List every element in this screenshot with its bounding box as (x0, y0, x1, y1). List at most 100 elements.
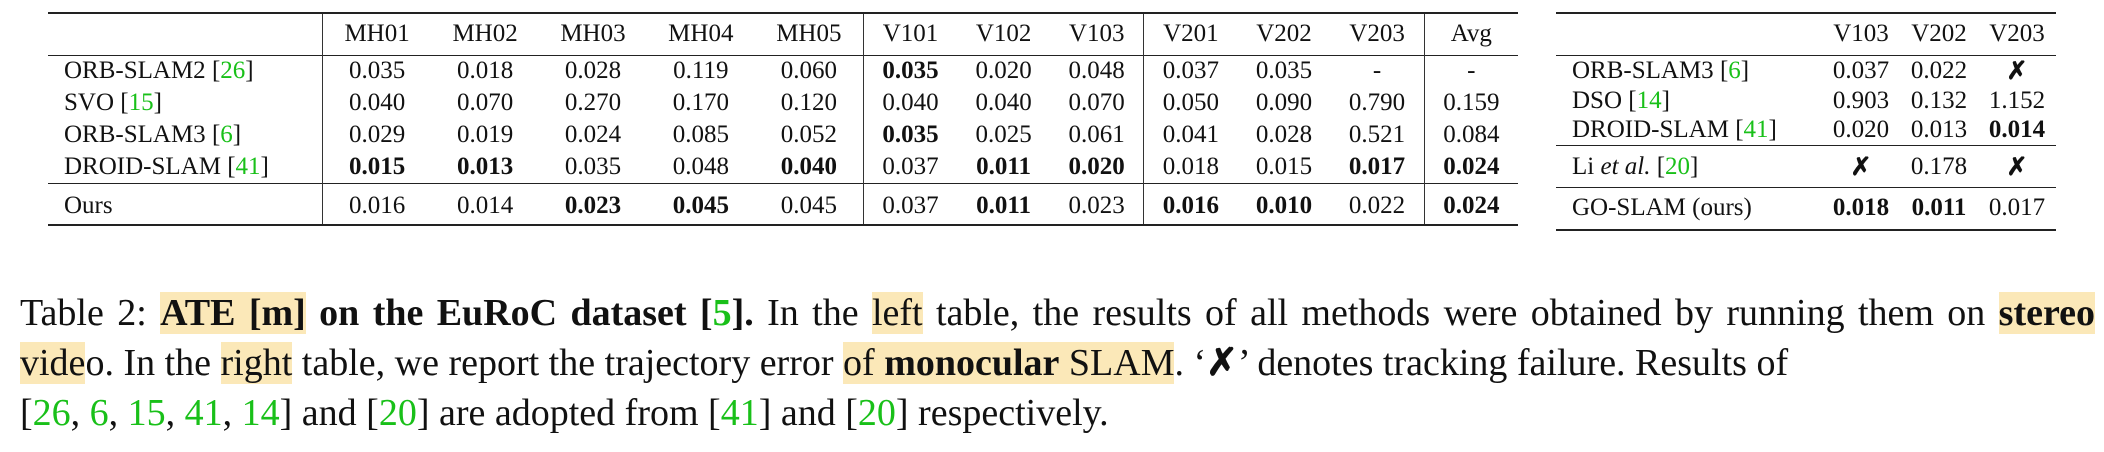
ate-value-cell: 0.017 (1348, 152, 1406, 180)
ate-value-cell: 0.020 (975, 57, 1032, 85)
caption-highlight-right: right (220, 342, 293, 384)
ate-value-cell: 0.790 (1348, 89, 1406, 116)
right-row: GO-SLAM (ours) 0.018 0.011 0.017 (1556, 187, 2056, 230)
method-cell: SVO [15] (48, 87, 323, 119)
method-cell: Li et al. [20] (1556, 146, 1822, 188)
left-row-orb-slam3: ORB-SLAM3 [6] 0.029 0.019 0.024 0.085 0.052 0.… (48, 119, 1518, 151)
caption-citation-26[interactable]: 26 (32, 392, 71, 434)
left-row-ours: Ours 0.016 0.014 0.023 0.045 0.045 0.037 0.011 0… (48, 183, 1518, 225)
ate-value-cell: 0.018 (1143, 151, 1238, 183)
caption-citation-5[interactable]: 5 (712, 292, 732, 334)
method-name: SVO (64, 89, 115, 116)
ate-value-cell: 0.035 (322, 55, 432, 87)
method-name: DROID-SLAM (1572, 116, 1729, 144)
method-cell: ORB-SLAM3 [6] (1556, 55, 1822, 86)
left-row-orb-slam2: ORB-SLAM2 [26] 0.035 0.018 0.028 0.119 0.060 0… (48, 55, 1518, 87)
ate-value-cell: 0.090 (1255, 89, 1313, 116)
citation-bracket: ] (1661, 86, 1670, 114)
ate-value-cell: 0.020 (1832, 116, 1890, 144)
left-header-v202: V202 (1256, 20, 1312, 48)
method-citation[interactable]: 41 (1743, 116, 1769, 144)
caption-comma: , (70, 392, 90, 434)
ate-value-cell: - (1372, 57, 1382, 85)
left-header-mh01: MH01 (322, 13, 432, 55)
left-results-table: MH01 MH02 MH03 MH04 MH05 V101 V102 V103 … (48, 12, 1518, 226)
caption-highlight-of: of (843, 342, 885, 384)
method-citation[interactable]: 6 (220, 121, 233, 148)
method-citation[interactable]: 26 (220, 57, 246, 85)
ate-value-cell: 0.037 (1143, 55, 1238, 87)
caption-comma: , (222, 392, 242, 434)
method-citation[interactable]: 6 (1728, 56, 1741, 84)
ate-value-cell: 0.045 (672, 191, 729, 219)
citation-bracket: ] (232, 121, 242, 148)
ate-value-cell: 0.011 (1911, 194, 1967, 222)
method-citation[interactable]: 20 (1665, 152, 1691, 180)
citation-bracket: [ (205, 121, 221, 148)
ate-value-cell: 0.048 (672, 152, 729, 180)
method-citation[interactable]: 15 (128, 89, 154, 116)
ate-value-cell: 0.028 (1255, 121, 1313, 148)
ate-value-cell: 0.015 (1255, 152, 1313, 180)
method-citation[interactable]: 41 (235, 152, 261, 180)
method-citation[interactable]: 14 (1636, 86, 1662, 114)
ate-value-cell: 0.035 (862, 119, 958, 151)
caption-text: ] and [ (758, 392, 858, 434)
caption-text: [ (20, 392, 33, 434)
caption-text: ] respectively. (895, 392, 1109, 434)
citation-bracket: [ (1650, 152, 1666, 180)
caption-citation-15[interactable]: 15 (127, 392, 166, 434)
ate-value-cell: 0.159 (1423, 87, 1518, 119)
ate-value-cell: 0.029 (322, 119, 432, 151)
citation-bracket: [ (205, 57, 221, 85)
ate-value-cell: 0.040 (862, 87, 958, 119)
ate-value-cell: 0.015 (322, 151, 432, 183)
ate-value-cell: 0.024 (1423, 151, 1518, 183)
right-results-table: V103 V202 V203 ORB-SLAM3 [6] 0.037 0.022 ✗ D… (1556, 12, 2056, 231)
ate-value-cell: 0.070 (1068, 89, 1125, 116)
ate-value-cell: 0.022 (1348, 191, 1406, 219)
left-header-mh02: MH02 (452, 20, 518, 48)
citation-bracket: ] (260, 152, 269, 180)
left-header-mh05: MH05 (776, 20, 842, 48)
left-header-v102: V102 (975, 20, 1032, 48)
ate-value-cell: 0.048 (1068, 57, 1125, 85)
caption-ate-metric: ATE [m] (160, 292, 306, 334)
ate-value-cell: 0.060 (780, 57, 837, 85)
ate-value-cell: 0.016 (1143, 183, 1238, 225)
caption-comma: , (108, 392, 128, 434)
left-header-v201: V201 (1143, 13, 1238, 55)
method-name: GO-SLAM (ours) (1572, 194, 1752, 222)
method-name-etal: et al. (1600, 152, 1651, 180)
caption-citation-20[interactable]: 20 (857, 392, 896, 434)
method-name: Ours (64, 191, 113, 219)
ate-value-cell: 0.035 (564, 152, 622, 180)
caption-citation-14[interactable]: 14 (241, 392, 280, 434)
ate-value-cell: 0.903 (1832, 86, 1890, 114)
left-header-mh04: MH04 (668, 20, 734, 48)
caption-citation-20[interactable]: 20 (378, 392, 417, 434)
method-cell: ORB-SLAM2 [26] (48, 55, 323, 87)
caption-highlight-left: left (871, 292, 923, 334)
caption-citation-41[interactable]: 41 (184, 392, 223, 434)
right-table-header-row: V103 V202 V203 (1556, 13, 2056, 55)
caption-label: Table 2: (20, 292, 161, 334)
method-cell: DSO [14] (1556, 86, 1822, 116)
caption-text: table, we report the trajectory error (292, 342, 844, 384)
ate-value-cell: ✗ (1850, 153, 1872, 181)
ate-value-cell: 0.521 (1348, 121, 1406, 148)
caption-citation-41[interactable]: 41 (720, 392, 759, 434)
caption-text: ’ denotes tracking failure. Results of (1237, 342, 1789, 384)
caption-text: o. In the (85, 342, 221, 384)
ate-value-cell: 0.070 (456, 89, 514, 116)
citation-bracket: ] (245, 57, 254, 85)
right-header-v103: V103 (1833, 20, 1889, 48)
ate-value-cell: 0.014 (1988, 116, 2046, 144)
ate-value-cell: 1.152 (1988, 86, 2046, 114)
ate-value-cell: 0.019 (456, 121, 514, 148)
method-cell: GO-SLAM (ours) (1556, 188, 1822, 230)
ate-value-cell: 0.037 (862, 151, 958, 183)
method-cell: Ours (48, 183, 323, 225)
caption-citation-6[interactable]: 6 (89, 392, 109, 434)
ate-value-cell: 0.170 (672, 89, 729, 116)
